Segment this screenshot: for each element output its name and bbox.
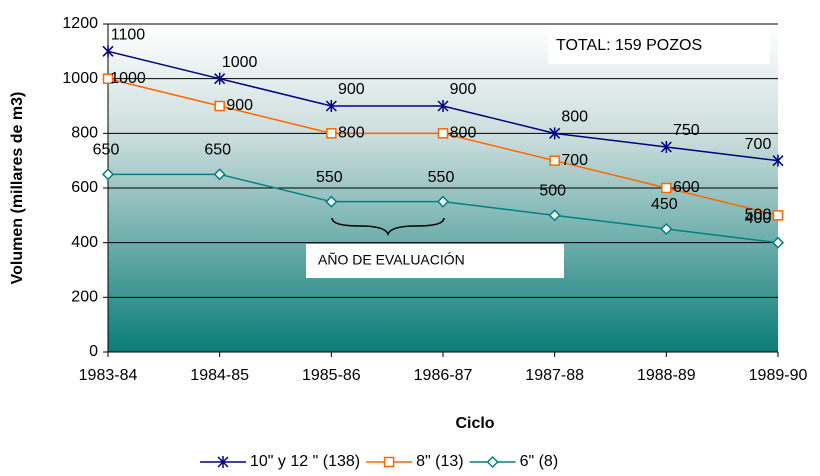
marker [660,141,672,153]
marker [325,100,337,112]
marker-square [102,73,114,84]
y-tick-label: 1200 [62,15,98,32]
data-label: 700 [561,152,588,169]
data-label: 650 [204,142,231,159]
x-tick-label: 1989-90 [749,367,808,384]
y-tick-label: 0 [89,343,98,360]
marker [214,100,225,112]
marker [213,168,226,181]
marker-square [437,128,449,139]
x-tick-label: 1988-89 [637,367,696,384]
data-label: 800 [561,109,588,126]
marker [217,456,229,468]
marker [660,222,673,236]
legend-label: 10" y 12 " (138) [250,453,360,470]
marker [214,72,226,85]
y-tick-label: 800 [71,125,98,142]
marker-diamond [213,168,226,181]
marker [771,236,785,249]
marker [549,127,561,140]
data-label: 600 [673,179,700,196]
legend-label: 6" (8) [520,453,559,470]
marker-star [102,45,114,58]
marker-diamond [486,455,499,469]
marker-star [660,141,672,153]
data-label: 800 [450,125,477,142]
marker-star [549,127,561,140]
marker-diamond [436,195,450,208]
marker-square [383,456,395,468]
marker [102,45,114,58]
marker [661,182,672,194]
data-label: 550 [428,169,455,186]
data-label: 550 [316,169,343,186]
marker [549,155,560,166]
x-tick-label: 1986-87 [414,367,473,384]
marker [436,195,450,208]
x-tick-label: 1984-85 [190,367,249,384]
x-tick-label: 1985-86 [302,367,361,384]
marker-square [326,128,337,139]
legend-label: 8" (13) [416,453,463,470]
data-label: 1100 [111,27,146,44]
marker-diamond [771,236,785,249]
x-axis-label: Ciclo [455,415,494,432]
marker-diamond [548,209,561,222]
marker-star [217,456,229,468]
marker [772,154,784,167]
y-tick-label: 400 [71,234,98,251]
marker [383,456,395,468]
x-tick-label: 1987-88 [525,367,584,384]
data-label: 1000 [222,54,258,71]
marker [102,73,114,84]
marker [326,128,337,139]
y-tick-label: 1000 [62,70,98,87]
data-label: 900 [226,97,253,114]
data-label: 900 [450,81,477,98]
marker-square [661,182,672,194]
marker-square [214,100,225,112]
marker [101,168,115,181]
marker-star [437,100,449,112]
data-label: 450 [651,196,678,213]
data-label: 750 [673,122,700,139]
data-label: 400 [745,210,772,227]
marker-star [772,154,784,167]
marker-star [325,100,337,112]
marker-diamond [660,222,673,236]
data-label: 700 [745,136,772,153]
marker [437,128,449,139]
marker [437,100,449,112]
marker [486,455,499,469]
marker [325,195,338,208]
marker-square [772,210,784,221]
data-label: 650 [93,142,120,159]
annotation: AÑO DE EVALUACIÓN [318,252,465,268]
data-label: 900 [338,81,365,98]
annotation-box [306,244,564,278]
y-tick-label: 600 [71,179,98,196]
marker-star [214,72,226,85]
y-axis-label: Volumen (millares de m3) [9,92,26,285]
data-label: 500 [745,207,772,224]
marker-square [549,155,560,166]
annotation-box [548,28,770,64]
marker-diamond [325,195,338,208]
marker [772,210,784,221]
marker-diamond [101,168,115,181]
y-tick-label: 200 [71,289,98,306]
data-label: 500 [539,183,566,200]
marker [548,209,561,222]
x-tick-label: 1983-84 [79,367,138,384]
data-label: 1000 [110,70,146,87]
brace [331,217,445,237]
annotation: TOTAL: 159 POZOS [556,37,702,54]
data-label: 800 [338,125,365,142]
